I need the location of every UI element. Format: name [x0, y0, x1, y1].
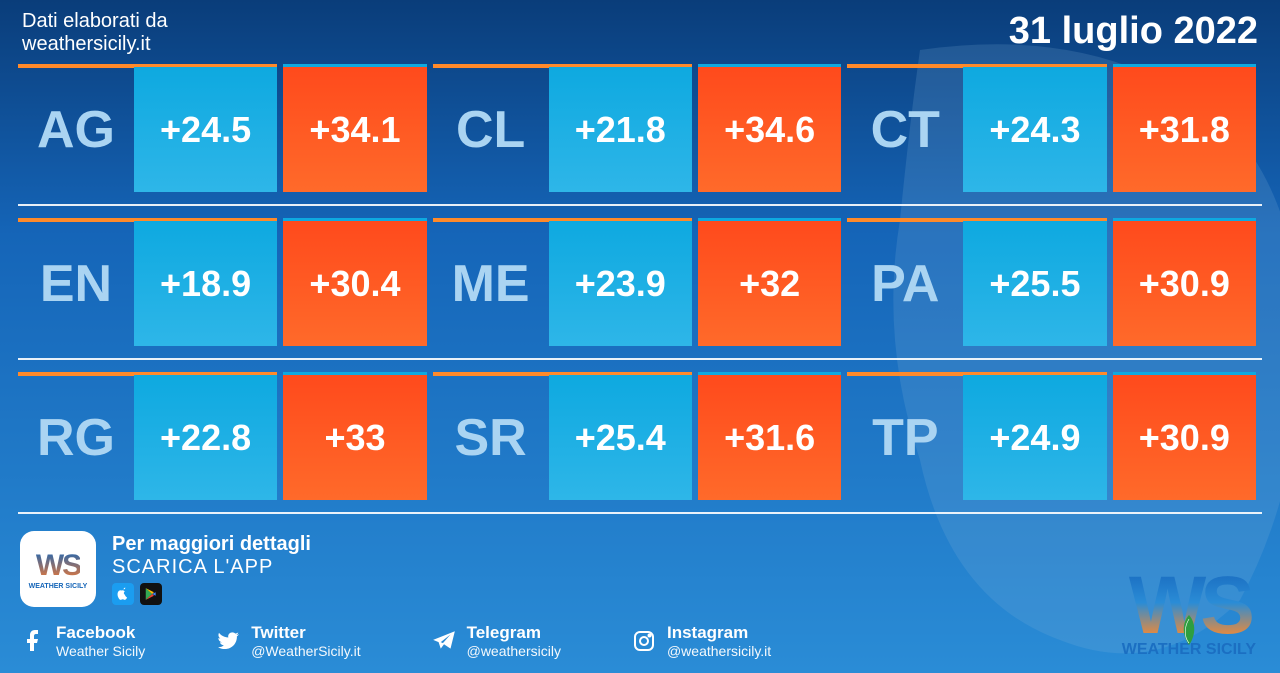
- province-code: CT: [847, 64, 963, 192]
- social-name: Facebook: [56, 623, 145, 643]
- social-handle: Weather Sicily: [56, 643, 145, 659]
- high-temp: +32: [698, 218, 841, 346]
- social-row: Facebook Weather Sicily Twitter @Weather…: [20, 617, 1260, 659]
- row-divider: [18, 204, 1262, 206]
- grid-row: RG +22.8 +33 SR +25.4 +31.6 TP +24.9 +30…: [18, 372, 1262, 500]
- low-temp: +24.5: [134, 64, 277, 192]
- instagram-icon: [631, 628, 657, 654]
- province-code: RG: [18, 372, 134, 500]
- low-temp: +21.8: [549, 64, 692, 192]
- footer: WS WEATHER SICILY Per maggiori dettagli …: [0, 523, 1280, 673]
- province-code: EN: [18, 218, 134, 346]
- brand-logo: WS WEATHER SICILY: [1122, 573, 1256, 659]
- grid-row: EN +18.9 +30.4 ME +23.9 +32 PA +25.5 +30…: [18, 218, 1262, 346]
- province-code: TP: [847, 372, 963, 500]
- high-temp: +30.9: [1113, 218, 1256, 346]
- province-code: CL: [433, 64, 549, 192]
- low-temp: +23.9: [549, 218, 692, 346]
- app-badge-sub: WEATHER SICILY: [29, 583, 88, 590]
- app-promo: WS WEATHER SICILY Per maggiori dettagli …: [20, 531, 1260, 607]
- province-code: AG: [18, 64, 134, 192]
- social-handle: @weathersicily: [467, 643, 561, 659]
- row-divider: [18, 358, 1262, 360]
- high-temp: +33: [283, 372, 426, 500]
- grid-row: AG +24.5 +34.1 CL +21.8 +34.6 CT +24.3 +…: [18, 64, 1262, 192]
- app-promo-line1: Per maggiori dettagli: [112, 533, 311, 556]
- social-handle: @weathersicily.it: [667, 643, 771, 659]
- app-badge-text: WS: [36, 549, 80, 583]
- header-date: 31 luglio 2022: [1009, 10, 1258, 53]
- low-temp: +25.4: [549, 372, 692, 500]
- app-promo-text: Per maggiori dettagli SCARICA L'APP: [112, 533, 311, 605]
- low-temp: +22.8: [134, 372, 277, 500]
- appstore-icon: [112, 583, 134, 605]
- province-code: ME: [433, 218, 549, 346]
- social-handle: @WeatherSicily.it: [251, 643, 360, 659]
- playstore-icon: [140, 583, 162, 605]
- twitter-icon: [215, 628, 241, 654]
- social-twitter: Twitter @WeatherSicily.it: [215, 623, 360, 659]
- social-name: Instagram: [667, 623, 771, 643]
- telegram-icon: [431, 628, 457, 654]
- province-code: SR: [433, 372, 549, 500]
- high-temp: +34.6: [698, 64, 841, 192]
- social-telegram: Telegram @weathersicily: [431, 623, 561, 659]
- high-temp: +30.9: [1113, 372, 1256, 500]
- province-code: PA: [847, 218, 963, 346]
- leaf-icon: [1178, 615, 1200, 645]
- high-temp: +31.8: [1113, 64, 1256, 192]
- low-temp: +25.5: [963, 218, 1106, 346]
- high-temp: +31.6: [698, 372, 841, 500]
- low-temp: +18.9: [134, 218, 277, 346]
- social-name: Twitter: [251, 623, 360, 643]
- app-badge: WS WEATHER SICILY: [20, 531, 96, 607]
- header-source: Dati elaborati da weathersicily.it: [22, 10, 168, 56]
- source-line2: weathersicily.it: [22, 33, 168, 56]
- social-facebook: Facebook Weather Sicily: [20, 623, 145, 659]
- social-name: Telegram: [467, 623, 561, 643]
- high-temp: +34.1: [283, 64, 426, 192]
- social-instagram: Instagram @weathersicily.it: [631, 623, 771, 659]
- high-temp: +30.4: [283, 218, 426, 346]
- temperature-grid: AG +24.5 +34.1 CL +21.8 +34.6 CT +24.3 +…: [18, 64, 1262, 514]
- facebook-icon: [20, 628, 46, 654]
- row-divider: [18, 512, 1262, 514]
- store-icons: [112, 583, 311, 605]
- low-temp: +24.9: [963, 372, 1106, 500]
- low-temp: +24.3: [963, 64, 1106, 192]
- header: Dati elaborati da weathersicily.it 31 lu…: [0, 0, 1280, 64]
- app-promo-line2: SCARICA L'APP: [112, 556, 311, 579]
- source-line1: Dati elaborati da: [22, 10, 168, 33]
